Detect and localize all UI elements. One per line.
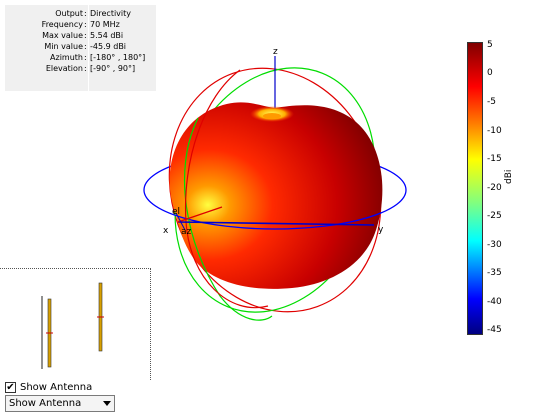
y-axis-label: y <box>378 225 384 235</box>
colorbar-tick-label: -20 <box>487 183 502 193</box>
antenna-preview-panel[interactable] <box>0 268 151 380</box>
info-separator: : <box>84 31 87 40</box>
info-key: Max value <box>42 31 83 40</box>
radiation-lobe <box>169 102 383 289</box>
colorbar-tick-label: 5 <box>487 40 493 50</box>
colorbar-tick-label: -35 <box>487 268 502 278</box>
info-separator: : <box>84 9 87 18</box>
info-value: -45.9 dBi <box>90 42 127 51</box>
info-value: [-90° , 90°] <box>90 64 136 73</box>
colorbar-tick-label: -40 <box>487 297 502 307</box>
az-marker-line <box>175 212 186 231</box>
lobe-top-dimple-hole <box>263 113 281 119</box>
info-separator: : <box>84 42 87 51</box>
colorbar-tick-label: -10 <box>487 126 502 136</box>
info-row-max-value: Max value : 5.54 dBi <box>5 30 156 41</box>
x-axis-line <box>177 206 223 223</box>
info-divider <box>88 5 89 91</box>
show-antenna-toggle[interactable]: ✔ Show Antenna <box>5 381 92 394</box>
antenna-preview-graphic <box>41 282 104 369</box>
colorbar-tick-label: -45 <box>487 325 502 335</box>
info-value: 70 MHz <box>90 20 120 29</box>
x-axis-label: x <box>163 226 169 236</box>
show-antenna-label: Show Antenna <box>20 382 93 393</box>
colorbar-tick-label: 0 <box>487 68 493 78</box>
az-label: az <box>181 227 192 237</box>
info-separator: : <box>84 20 87 29</box>
dropdown-selected-value: Show Antenna <box>9 398 82 409</box>
colorbar-tick-label: -25 <box>487 211 502 221</box>
info-value: [-180° , 180°] <box>90 53 146 62</box>
info-key: Frequency <box>41 20 83 29</box>
show-antenna-checkbox[interactable]: ✔ <box>5 382 16 393</box>
info-row-output: Output : Directivity <box>5 8 156 19</box>
colorbar-tick-label: -5 <box>487 97 496 107</box>
z-axis-label: z <box>273 47 278 57</box>
info-row-frequency: Frequency : 70 MHz <box>5 19 156 30</box>
antenna-display-dropdown[interactable]: Show Antenna <box>5 395 115 412</box>
colorbar-tick-label: -30 <box>487 240 502 250</box>
info-value: Directivity <box>90 9 132 18</box>
info-row-elevation: Elevation : [-90° , 90°] <box>5 63 156 74</box>
chevron-down-icon[interactable] <box>103 401 111 406</box>
colorbar-unit-label: dBi <box>504 169 514 184</box>
colorbar-tick-label: -15 <box>487 154 502 164</box>
azimuth-circle-front <box>143 189 407 230</box>
info-key: Min value <box>44 42 83 51</box>
y-axis-line <box>177 221 375 226</box>
info-row-min-value: Min value : -45.9 dBi <box>5 41 156 52</box>
info-separator: : <box>84 64 87 73</box>
info-separator: : <box>84 53 87 62</box>
info-key: Elevation <box>45 64 83 73</box>
elevation-circle-green-front <box>183 117 273 321</box>
parameter-info-panel: Output : Directivity Frequency : 70 MHz … <box>5 5 156 91</box>
el-label: el <box>172 207 180 217</box>
info-key: Azimuth <box>50 53 83 62</box>
info-row-azimuth: Azimuth : [-180° , 180°] <box>5 52 156 63</box>
info-key: Output <box>55 9 83 18</box>
colorbar <box>467 42 483 335</box>
info-value: 5.54 dBi <box>90 31 124 40</box>
